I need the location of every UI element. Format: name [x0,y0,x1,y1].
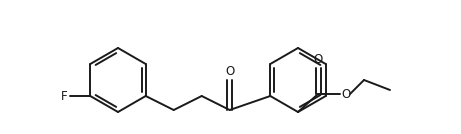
Text: F: F [61,90,67,103]
Text: O: O [341,88,350,100]
Text: O: O [225,65,234,78]
Text: O: O [313,53,323,66]
